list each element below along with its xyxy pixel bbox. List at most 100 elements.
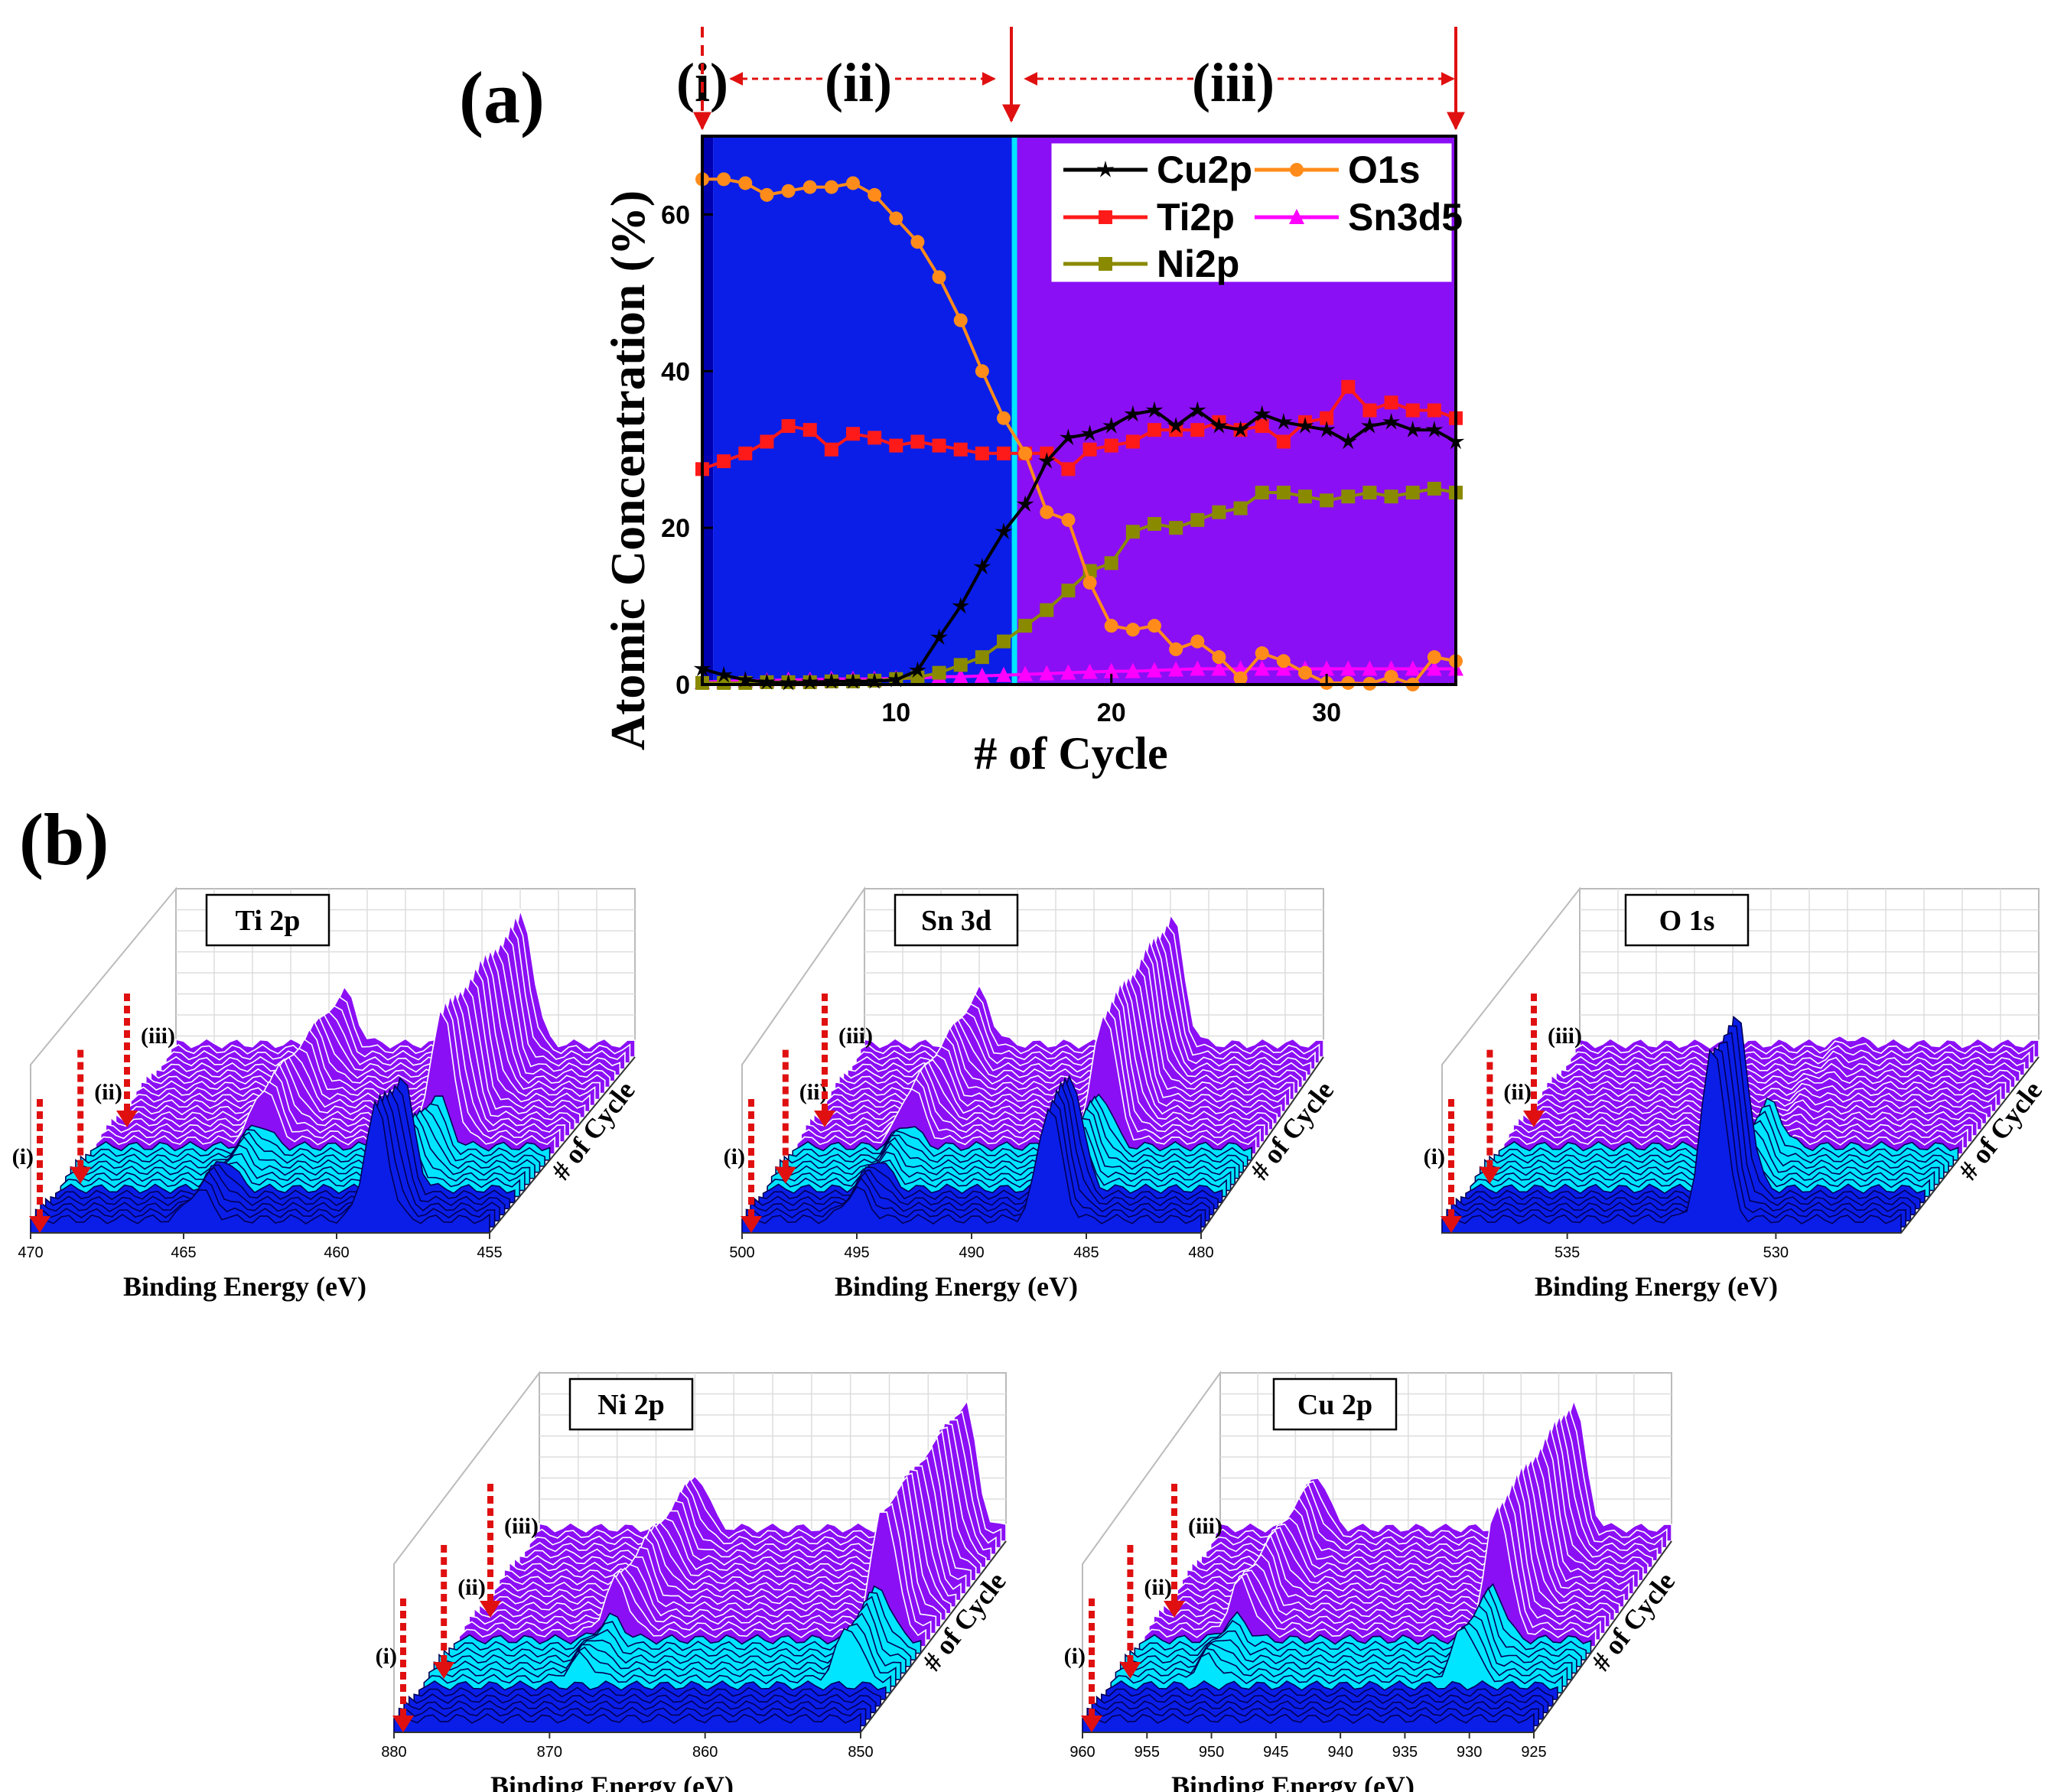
x-tick-label: 500 — [729, 1244, 754, 1261]
data-point-o1s — [824, 180, 838, 194]
legend-label: O1s — [1348, 148, 1421, 191]
data-point-ni2p — [953, 658, 968, 672]
stage-arrow-head — [1164, 1601, 1185, 1618]
data-point-o1s — [889, 211, 903, 226]
legend-marker — [1099, 210, 1112, 224]
data-point-cu2p — [865, 672, 884, 689]
data-point-cu2p — [1124, 405, 1142, 422]
data-point-o1s — [760, 187, 774, 202]
region-annotations: (i) (ii) (iii) — [676, 27, 1465, 131]
data-point-o1s — [1082, 575, 1097, 590]
stage-arrow-head — [29, 1216, 50, 1233]
legend-entry-sn3d5: Sn3d5 — [1255, 196, 1463, 239]
data-point-cu2p — [1037, 452, 1056, 469]
stage-arrow-head — [70, 1166, 92, 1184]
data-point-o1s — [1148, 619, 1161, 633]
data-point-sn3d5 — [1017, 665, 1034, 681]
data-point-ti2p — [824, 442, 838, 457]
stage-arrow-head — [1119, 1662, 1141, 1679]
subplot-title: Cu 2p — [1297, 1389, 1372, 1421]
data-point-ti2p — [1362, 403, 1377, 418]
x-tick-label: 530 — [1763, 1244, 1789, 1261]
data-point-ti2p — [846, 427, 860, 441]
data-point-sn3d5 — [1426, 660, 1442, 676]
data-point-ti2p — [781, 418, 796, 433]
data-point-sn3d5 — [1362, 660, 1378, 676]
data-point-ti2p — [1125, 434, 1140, 449]
data-point-sn3d5 — [996, 666, 1011, 682]
data-point-ti2p — [1190, 423, 1205, 437]
legend: Cu2p O1s Ti2p Sn3d5 Ni2p — [1051, 143, 1463, 285]
x-tick-label: 10 — [881, 698, 910, 727]
data-point-ni2p — [932, 665, 946, 680]
data-point-cu2p — [973, 558, 991, 575]
data-point-cu2p — [715, 665, 733, 683]
data-point-o1s — [1298, 665, 1312, 680]
x-tick-label: 490 — [959, 1244, 984, 1261]
panel-b-label: (b) — [19, 798, 109, 880]
legend-label: Sn3d5 — [1348, 196, 1463, 239]
stage-arrow-head — [741, 1216, 762, 1233]
data-point-o1s — [1125, 623, 1140, 637]
spectrum-trace — [1446, 1047, 1907, 1228]
data-point-cu2p — [1361, 417, 1379, 434]
data-point-ti2p — [760, 434, 774, 449]
data-point-sn3d5 — [974, 667, 990, 683]
x-tick-label: 860 — [692, 1744, 718, 1761]
data-point-cu2p — [1081, 424, 1099, 441]
data-point-sn3d5 — [1254, 660, 1270, 676]
data-point-ni2p — [1148, 517, 1161, 532]
data-point-sn3d5 — [1340, 660, 1356, 676]
spectrum-trace — [796, 1013, 1257, 1155]
data-point-ni2p — [1212, 505, 1226, 519]
data-point-sn3d5 — [1168, 661, 1184, 677]
x-tick-label: 950 — [1199, 1744, 1224, 1761]
data-point-sn3d5 — [1060, 664, 1076, 680]
y-axis-label: Atomic Concentration (%) — [601, 190, 655, 750]
data-point-cu2p — [1317, 421, 1336, 437]
data-point-o1s — [1061, 512, 1076, 527]
depth-axis-line — [1200, 1056, 1324, 1234]
depth-axis-line — [1533, 1540, 1672, 1733]
subplot-title-box: O 1s — [1624, 893, 1750, 947]
x-tick-label: 30 — [1312, 698, 1341, 727]
data-point-cu2p — [995, 522, 1013, 539]
region-label-ii: (ii) — [825, 52, 892, 113]
data-point-o1s — [1276, 654, 1291, 668]
y-tick-label: 40 — [661, 357, 690, 386]
data-point-o1s — [932, 270, 946, 285]
data-point-ti2p — [1061, 462, 1076, 476]
data-point-cu2p — [780, 674, 797, 691]
data-point-sn3d5 — [1211, 660, 1227, 676]
stage-label: (iii) — [141, 1023, 175, 1049]
x-tick-label: 20 — [1097, 698, 1126, 727]
title-frame — [568, 1377, 694, 1431]
data-point-ni2p — [1190, 512, 1205, 527]
data-point-o1s — [1427, 650, 1441, 665]
data-point-o1s — [738, 176, 753, 190]
data-point-ni2p — [1320, 493, 1334, 508]
data-point-ti2p — [802, 423, 817, 437]
x-tick-label: 535 — [1555, 1244, 1580, 1261]
legend-entry-ti2p: Ti2p — [1063, 196, 1235, 239]
data-point-cu2p — [1102, 417, 1121, 434]
stage-label: (ii) — [94, 1080, 122, 1105]
x-tick-label: 485 — [1073, 1244, 1099, 1261]
x-axis-label: # of Cycle — [974, 728, 1167, 779]
data-point-ti2p — [1405, 403, 1420, 418]
data-point-o1s — [910, 235, 925, 249]
data-point-o1s — [1190, 634, 1205, 649]
data-point-ti2p — [997, 446, 1011, 460]
data-point-ti2p — [1341, 379, 1356, 394]
data-point-o1s — [846, 176, 860, 190]
data-point-cu2p — [1253, 405, 1271, 422]
data-point-cu2p — [736, 670, 754, 688]
data-point-ti2p — [1148, 423, 1161, 437]
stage-label: (i) — [724, 1144, 745, 1169]
spectrum-trace — [1082, 1712, 1535, 1733]
axes: 0 20 40 60 10 20 30 — [661, 135, 1457, 727]
region-label-iii: (iii) — [1192, 52, 1275, 113]
